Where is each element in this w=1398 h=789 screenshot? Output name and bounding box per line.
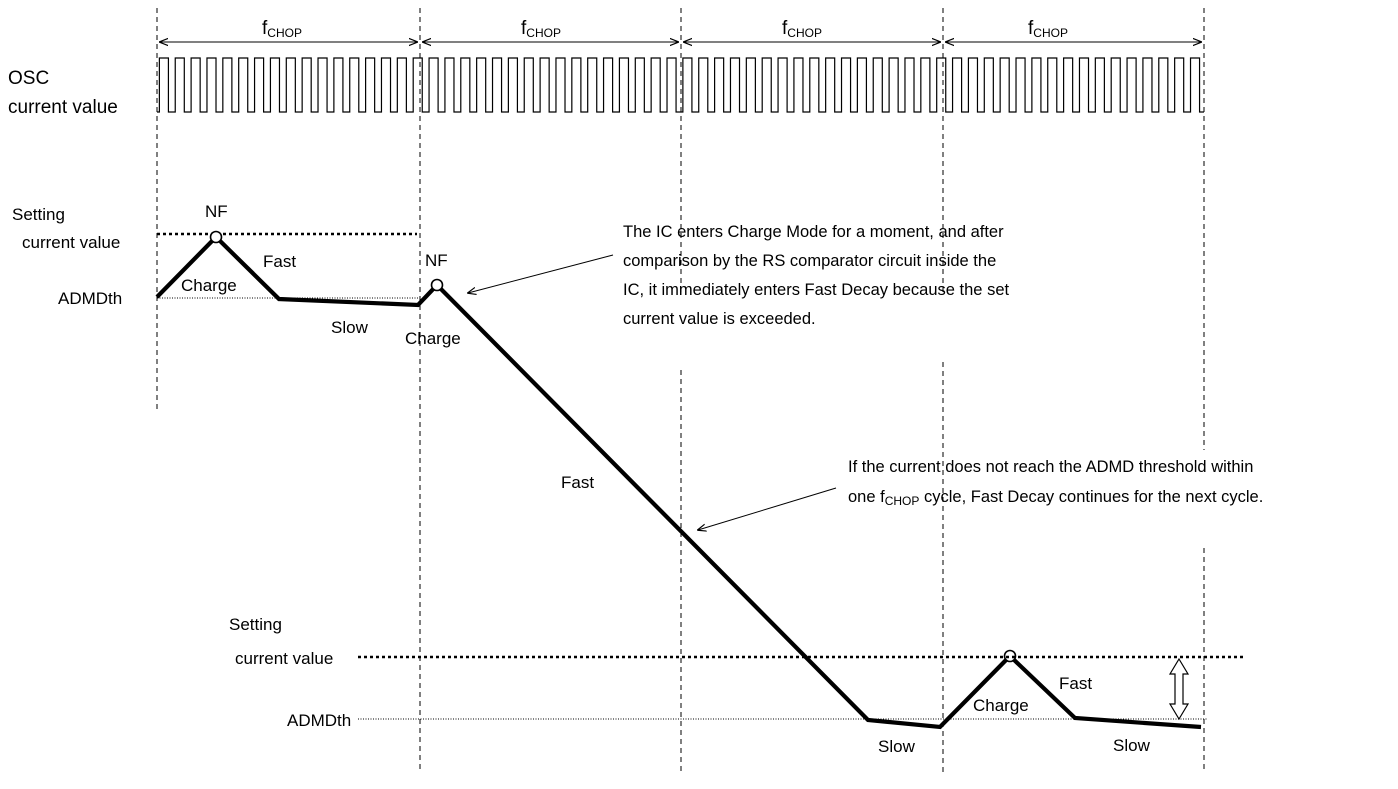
lower-phase-slow-2: Slow — [1113, 736, 1151, 755]
chop-label-4: fCHOP — [1028, 18, 1068, 40]
annotation-1-line-3: IC, it immediately enters Fast Decay bec… — [623, 281, 1009, 299]
annotation-1-line-1: The IC enters Charge Mode for a moment, … — [623, 223, 1004, 241]
chop-label-2: fCHOP — [521, 18, 561, 40]
nf-marker-2 — [430, 278, 444, 292]
nf-marker-1 — [209, 230, 223, 244]
upper-phase-fast: Fast — [263, 252, 296, 271]
lower-phase-slow: Slow — [878, 737, 916, 756]
chop-label-1: fCHOP — [262, 18, 302, 40]
annotation-1-line-4: current value is exceeded. — [623, 310, 816, 328]
annotation-1-leader — [468, 254, 614, 293]
annotation-2-line-2: one fCHOP cycle, Fast Decay continues fo… — [848, 488, 1263, 508]
upper-phase-charge-2: Charge — [405, 329, 461, 348]
chop-label-3: fCHOP — [782, 18, 822, 40]
nf-marker-3 — [1003, 649, 1017, 663]
annotation-1: The IC enters Charge Mode for a moment, … — [623, 223, 1009, 328]
lower-setting-label-line2: current value — [235, 649, 333, 668]
annotation-2-leader — [698, 487, 837, 530]
upper-setting-label-line2: current value — [22, 233, 120, 252]
upper-setting-label-line1: Setting — [12, 205, 65, 224]
cycle-boundaries — [156, 8, 1205, 772]
lower-setting-label-line1: Setting — [229, 615, 282, 634]
annotation-1-line-2: comparison by the RS comparator circuit … — [623, 252, 996, 270]
annotation-2-line-1: If the current does not reach the ADMD t… — [848, 458, 1253, 476]
lower-phase-charge: Charge — [973, 696, 1029, 715]
osc-square-wave — [157, 57, 1204, 113]
lower-admd-label: ADMDth — [287, 711, 351, 730]
annotation-2: If the current does not reach the ADMD t… — [848, 458, 1263, 508]
upper-admd-label: ADMDth — [58, 289, 122, 308]
osc-label-line2: current value — [8, 97, 118, 118]
osc-label-line1: OSC — [8, 68, 49, 89]
lower-phase-fast: Fast — [1059, 674, 1092, 693]
current-waveform — [155, 234, 1202, 730]
mid-phase-fast: Fast — [561, 473, 594, 492]
nf-label-2: NF — [425, 251, 448, 270]
threshold-gap-double-arrow — [1168, 657, 1190, 721]
upper-phase-charge: Charge — [181, 276, 237, 295]
upper-phase-slow: Slow — [331, 318, 369, 337]
nf-label-1: NF — [205, 202, 228, 221]
chop-labels: fCHOP fCHOP fCHOP fCHOP — [262, 18, 1068, 40]
